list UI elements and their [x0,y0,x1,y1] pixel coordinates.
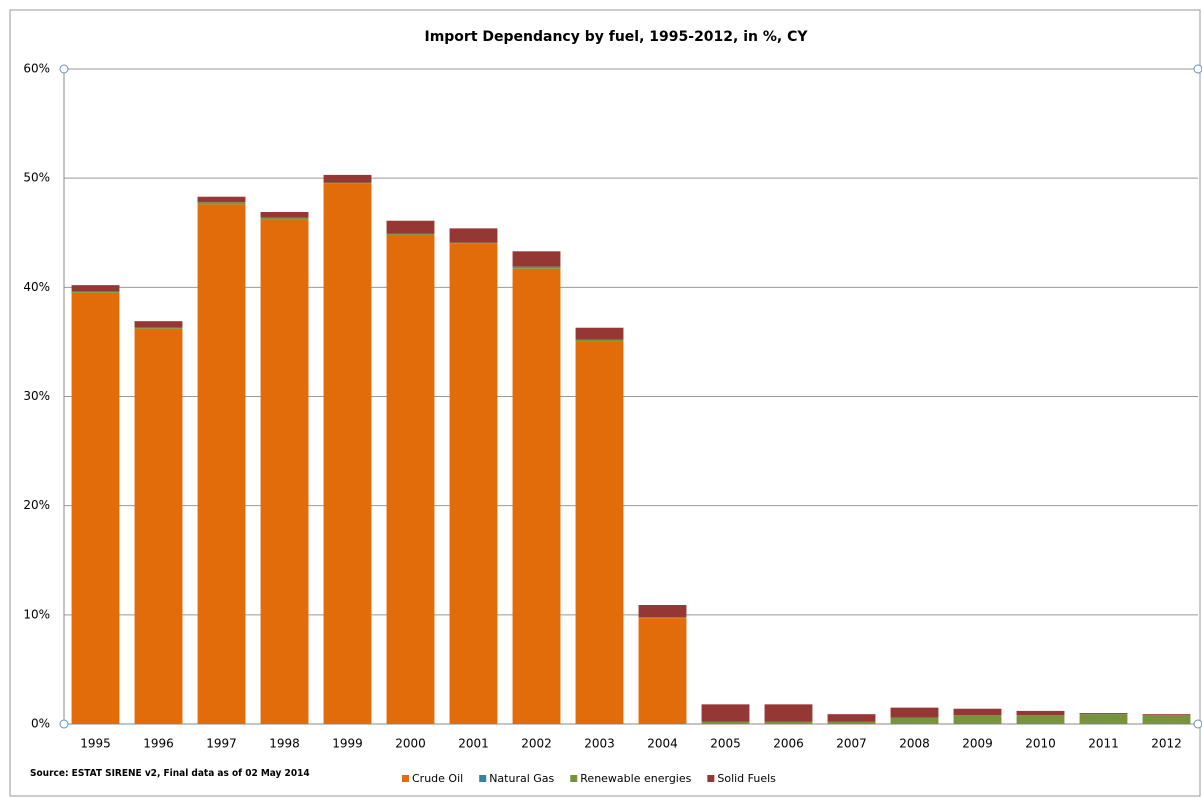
x-tick-label: 2005 [710,737,741,751]
bar-segment [134,327,183,329]
legend-swatch [707,775,715,782]
bar-segment [1079,714,1128,724]
bar-segment [449,243,498,724]
bar-segment [197,196,246,203]
x-tick-label: 1997 [206,737,237,751]
bar-segment [1016,710,1065,716]
bar-segment [260,217,309,220]
x-tick-label: 2002 [521,737,552,751]
handle [1193,719,1202,729]
bar-segment [638,617,687,619]
bar-segment [827,721,876,724]
bar-segment [827,714,876,722]
bar-segment [260,212,309,218]
x-tick-label: 1996 [143,737,174,751]
bar-segment [953,715,1002,724]
x-tick-label: 2003 [584,737,615,751]
bar-segment [386,220,435,234]
bar-segment [575,341,624,724]
bar-segment [1142,714,1191,716]
bar-segment [953,708,1002,716]
bar-segment [449,228,498,243]
legend-label: Solid Fuels [717,772,776,785]
bar-segment [1016,715,1065,724]
x-tick-label: 1995 [80,737,111,751]
bar-segment [701,704,750,722]
bar-segment [890,707,939,718]
bar-segment [71,292,120,724]
legend-label: Crude Oil [412,772,463,785]
y-tick-label: 20% [23,498,50,512]
bar-segment [1079,713,1128,715]
x-tick-label: 2012 [1151,737,1182,751]
bar-segment [323,174,372,183]
x-tick-label: 2010 [1025,737,1056,751]
bar-segment [512,266,561,269]
legend-swatch [402,775,409,782]
y-tick-label: 30% [23,389,50,403]
x-tick-label: 2007 [836,737,867,751]
x-tick-label: 2006 [773,737,804,751]
bar-segment [386,234,435,724]
bar-segment [512,251,561,267]
bar-segment [323,182,372,184]
bar-segment [134,321,183,328]
bar-segment [197,202,246,205]
x-tick-label: 2001 [458,737,489,751]
bar-segment [260,219,309,724]
bar-segment [323,183,372,724]
x-tick-label: 2008 [899,737,930,751]
legend-label: Natural Gas [489,772,554,785]
bar-segment [1142,715,1191,724]
bar-segment [575,339,624,342]
x-tick-label: 1999 [332,737,363,751]
source-note: Source: ESTAT SIRENE v2, Final data as o… [30,768,310,779]
y-tick-label: 40% [23,280,50,294]
x-tick-label: 2000 [395,737,426,751]
chart-title: Import Dependancy by fuel, 1995-2012, in… [424,29,808,45]
bar-segment [701,721,750,724]
handle [1193,64,1202,74]
legend-swatch [479,775,487,782]
bar-segment [386,233,435,235]
bar-segment [71,291,120,293]
legend-label: Renewable energies [580,772,691,785]
bar-segment [512,268,561,724]
bar-segment [638,618,687,724]
y-tick-label: 0% [31,717,50,731]
bar-segment [449,242,498,244]
x-tick-label: 2011 [1088,737,1119,751]
bar-segment [638,605,687,618]
x-tick-label: 2004 [647,737,678,751]
bar-segment [764,721,813,724]
bar-segment [575,327,624,340]
legend-swatch [570,775,578,782]
y-tick-label: 60% [23,62,50,76]
bar-segment [134,328,183,724]
bar-segment [890,717,939,724]
bar-segment [764,704,813,722]
y-tick-label: 50% [23,171,50,185]
y-tick-label: 10% [23,607,50,621]
x-tick-label: 2009 [962,737,993,751]
x-tick-label: 1998 [269,737,300,751]
handle [59,64,69,74]
bar-segment [197,204,246,724]
handle [59,719,69,729]
bar-segment [71,285,120,292]
